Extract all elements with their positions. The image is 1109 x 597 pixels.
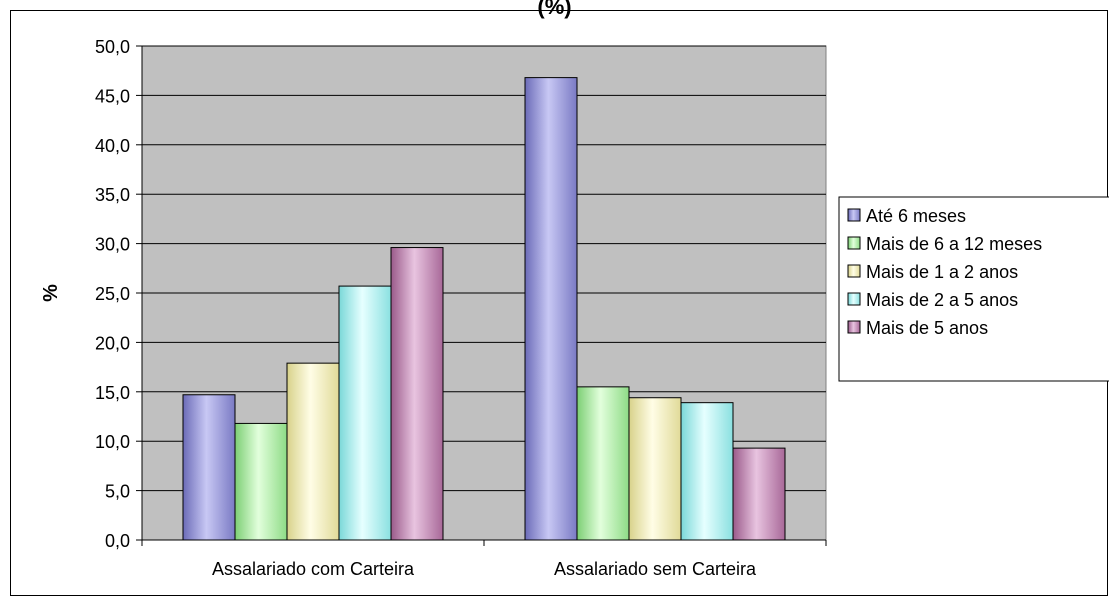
y-tick-label: 45,0 bbox=[95, 86, 130, 106]
legend-swatch bbox=[847, 236, 861, 250]
bar-0-4 bbox=[390, 247, 444, 541]
legend-swatch bbox=[847, 320, 861, 334]
legend-swatch bbox=[847, 208, 861, 222]
y-tick-label: 0,0 bbox=[105, 531, 130, 551]
legend-box bbox=[838, 196, 1109, 382]
chart-title: (%) bbox=[537, 0, 572, 19]
y-tick-label: 40,0 bbox=[95, 136, 130, 156]
legend: Até 6 meses Mais de 6 a 12 meses Mais de 1… bbox=[838, 196, 1109, 382]
bar-1-3 bbox=[680, 402, 734, 541]
y-tick-label: 30,0 bbox=[95, 235, 130, 255]
bar-1-2 bbox=[628, 397, 682, 541]
legend-label: Mais de 5 anos bbox=[866, 318, 988, 338]
legend-swatch bbox=[847, 264, 861, 278]
y-tick-label: 5,0 bbox=[105, 482, 130, 502]
bar-1-1 bbox=[576, 386, 630, 541]
legend-label: Mais de 2 a 5 anos bbox=[866, 290, 1018, 310]
legend-swatch bbox=[847, 292, 861, 306]
x-category-labels: Assalariado com Carteira Assalariado sem … bbox=[212, 559, 757, 579]
bars bbox=[182, 77, 786, 541]
x-category-label: Assalariado com Carteira bbox=[212, 559, 415, 579]
y-tick-label: 15,0 bbox=[95, 383, 130, 403]
y-tick-labels: 0,0 5,0 10,0 15,0 20,0 25,0 30,0 35,0 40,0 45,0 50… bbox=[95, 37, 130, 551]
bar-0-0 bbox=[182, 394, 236, 541]
axes bbox=[136, 45, 827, 546]
legend-label: Mais de 6 a 12 meses bbox=[866, 234, 1042, 254]
bar-0-1 bbox=[234, 422, 288, 541]
x-category-label: Assalariado sem Carteira bbox=[554, 559, 757, 579]
y-tick-label: 20,0 bbox=[95, 333, 130, 353]
y-tick-label: 35,0 bbox=[95, 185, 130, 205]
bar-0-3 bbox=[338, 285, 392, 541]
bar-1-4 bbox=[732, 447, 786, 541]
bar-0-2 bbox=[286, 362, 340, 541]
y-tick-label: 10,0 bbox=[95, 432, 130, 452]
legend-label: Mais de 1 a 2 anos bbox=[866, 262, 1018, 282]
bar-1-0 bbox=[524, 77, 578, 541]
y-tick-label: 25,0 bbox=[95, 284, 130, 304]
legend-label: Até 6 meses bbox=[866, 206, 966, 226]
y-axis-title: % bbox=[40, 284, 62, 302]
y-tick-label: 50,0 bbox=[95, 37, 130, 57]
